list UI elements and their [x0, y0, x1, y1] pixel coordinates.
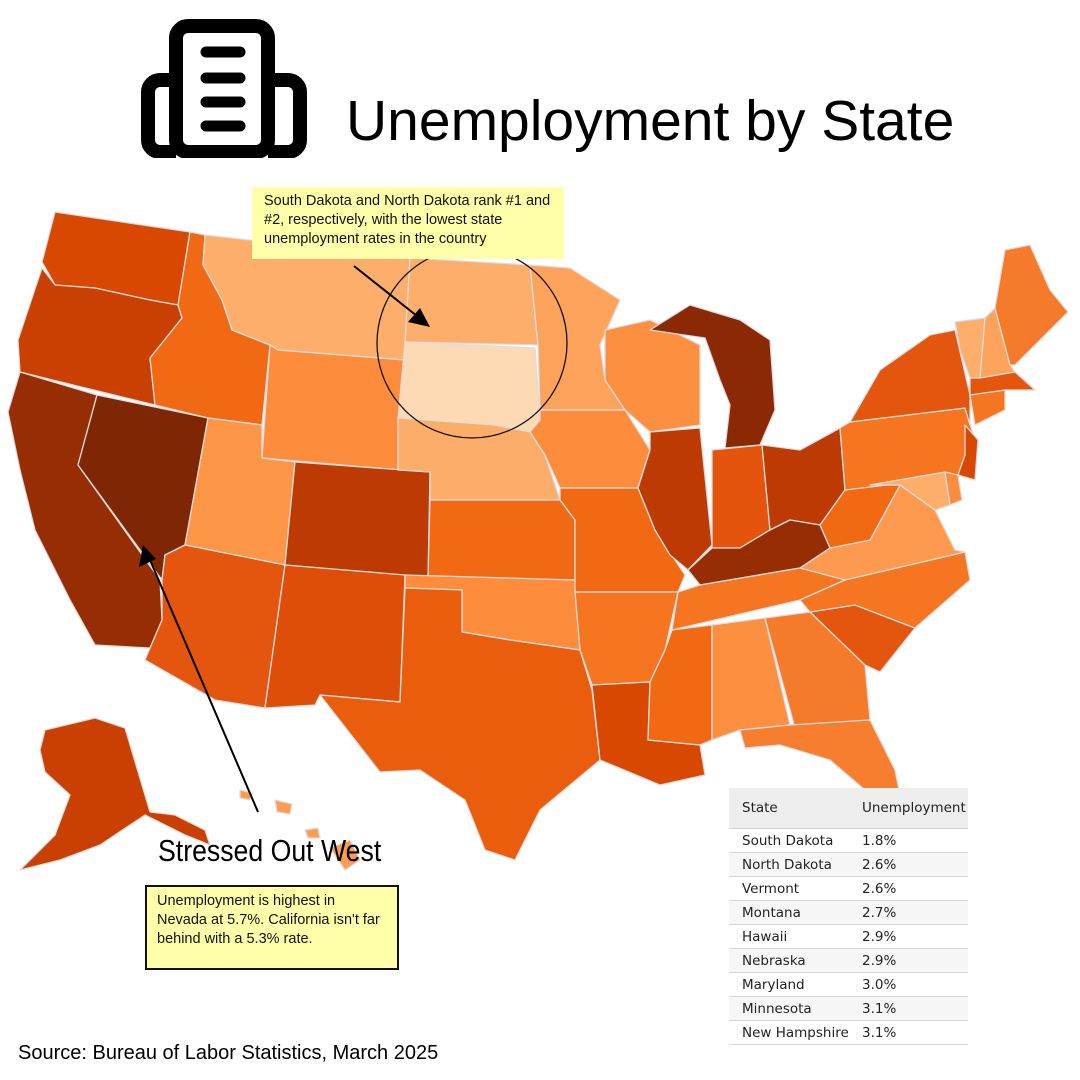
table-cell-rate: 2.7% [849, 900, 968, 925]
state-alaska[interactable] [19, 717, 211, 871]
state-new-york[interactable] [849, 329, 971, 426]
table-cell-state: Vermont [729, 876, 849, 901]
state-florida[interactable] [739, 719, 901, 796]
lowest-unemployment-table: State Unemployment South Dakota 1.8% Nort… [729, 788, 968, 1045]
table-cell-rate: 3.0% [849, 972, 968, 997]
table-row: North Dakota 2.6% [729, 852, 968, 877]
table-cell-rate: 2.6% [849, 852, 968, 877]
table-cell-rate: 3.1% [849, 1020, 968, 1045]
nevada-arrow [149, 559, 259, 813]
state-illinois[interactable] [637, 427, 713, 571]
state-south-dakota[interactable] [397, 341, 541, 433]
table-cell-state: South Dakota [729, 828, 849, 853]
state-new-mexico[interactable] [264, 564, 406, 709]
source-caption: Source: Bureau of Labor Statistics, Marc… [18, 1042, 439, 1064]
state-georgia[interactable] [764, 611, 871, 729]
table-cell-state: North Dakota [729, 852, 849, 877]
state-new-jersey[interactable] [957, 424, 979, 481]
state-arizona[interactable] [144, 544, 286, 709]
table-header-row: State Unemployment [729, 788, 968, 829]
table-cell-rate: 1.8% [849, 828, 968, 853]
table-cell-state: New Hampshire [729, 1020, 849, 1045]
state-connecticut[interactable] [969, 389, 1006, 426]
state-texas[interactable] [319, 587, 601, 861]
nevada-arrow-head [139, 545, 156, 567]
state-vermont[interactable] [954, 317, 986, 379]
table-row: Vermont 2.6% [729, 876, 968, 901]
table-cell-state: Montana [729, 900, 849, 925]
column-header-state[interactable]: State [729, 788, 849, 829]
state-colorado[interactable] [284, 461, 431, 579]
table-cell-state: Minnesota [729, 996, 849, 1021]
table-cell-rate: 2.9% [849, 924, 968, 949]
state-wyoming[interactable] [261, 344, 406, 471]
table-row: Nebraska 2.9% [729, 948, 968, 973]
state-maine[interactable] [994, 244, 1069, 366]
table-row: New Hampshire 3.1% [729, 1020, 968, 1045]
nevada-annotation-note: Unemployment is highest in Nevada at 5.7… [145, 885, 399, 970]
page-title: Unemployment by State [346, 89, 955, 153]
state-north-dakota[interactable] [404, 257, 539, 346]
state-maryland[interactable] [869, 471, 951, 511]
stressed-west-heading: Stressed Out West [158, 833, 382, 868]
dakotas-annotation-note: South Dakota and North Dakota rank #1 an… [252, 187, 564, 259]
table-row: Hawaii 2.9% [729, 924, 968, 949]
table-cell-rate: 3.1% [849, 996, 968, 1021]
table-cell-state: Hawaii [729, 924, 849, 949]
state-hawaii[interactable] [239, 789, 361, 871]
dakotas-arrow [353, 265, 418, 317]
state-kansas[interactable] [427, 499, 576, 581]
building-icon [141, 19, 307, 158]
table-cell-rate: 2.6% [849, 876, 968, 901]
state-new-hampshire[interactable] [979, 307, 1016, 379]
table-row: Montana 2.7% [729, 900, 968, 925]
table-cell-rate: 2.9% [849, 948, 968, 973]
table-row: Minnesota 3.1% [729, 996, 968, 1021]
table-cell-state: Maryland [729, 972, 849, 997]
column-header-unemployment[interactable]: Unemployment [849, 788, 968, 829]
dakotas-arrow-head [408, 308, 430, 327]
table-row: South Dakota 1.8% [729, 828, 968, 853]
table-row: Maryland 3.0% [729, 972, 968, 997]
state-delaware[interactable] [944, 471, 963, 506]
state-indiana[interactable] [711, 444, 771, 549]
table-cell-state: Nebraska [729, 948, 849, 973]
